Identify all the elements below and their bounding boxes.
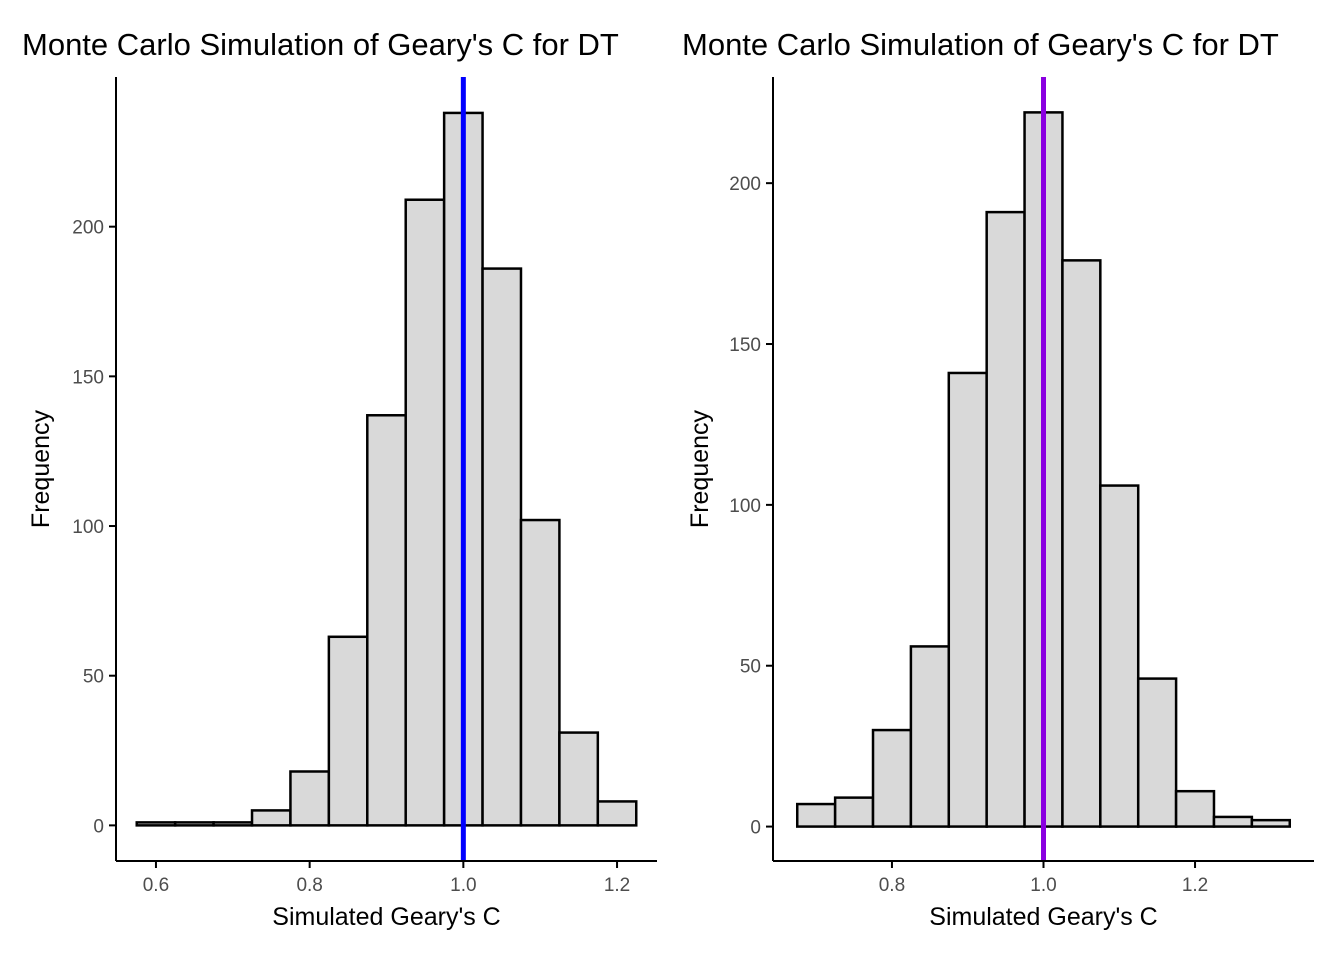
panel-2-x-axis-title: Simulated Geary's C [929,903,1157,931]
y-tick-label: 0 [750,818,761,839]
histogram-bar-10 [1136,677,1178,828]
histogram-bar-7 [366,414,407,827]
y-tick-label: 200 [729,174,761,195]
panel-2-bars [795,111,1292,828]
histogram-bar-5 [947,371,988,828]
panel-2-x-ticks: 0.8 1.0 1.2 [879,861,1208,896]
x-tick-label: 0.8 [879,875,905,896]
histogram-bar-1 [795,802,837,828]
x-tick-label: 0.6 [143,875,169,896]
histogram-bar-4 [909,645,951,828]
histogram-bar-2 [833,796,875,828]
histogram-bar-6 [985,210,1026,828]
panel-1-title: Monte Carlo Simulation of Geary's C for … [22,27,619,62]
y-tick-label: 50 [83,667,104,688]
y-tick-label: 0 [93,816,104,837]
histogram-bar-1 [135,821,177,827]
panel-2-y-axis-title: Frequency [686,409,714,528]
panel-2-y-ticks: 0 50 100 150 200 [729,174,773,839]
panel-1-x-ticks: 0.6 0.8 1.0 1.2 [143,861,630,896]
y-tick-label: 200 [72,218,104,239]
x-tick-label: 1.0 [1030,875,1056,896]
histogram-bar-8 [404,198,446,827]
y-tick-label: 150 [72,367,104,388]
histogram-bar-5 [289,770,331,827]
histogram-bar-12 [558,731,600,827]
y-tick-label: 100 [72,517,104,538]
histogram-panel-1: Monte Carlo Simulation of Geary's C for … [22,27,657,931]
panel-2-title: Monte Carlo Simulation of Geary's C for … [682,27,1279,62]
x-tick-label: 1.2 [604,875,630,896]
histogram-bar-13 [596,800,638,827]
panel-1-bars [135,111,638,827]
histogram-bar-11 [519,518,561,827]
panel-1-y-axis-title: Frequency [27,409,55,528]
panel-1-x-axis-title: Simulated Geary's C [272,903,500,931]
x-tick-label: 1.2 [1182,875,1208,896]
histogram-bar-12 [1212,815,1254,828]
histogram-bar-3 [212,821,254,827]
histogram-bar-6 [327,635,369,827]
histogram-bar-10 [481,267,523,827]
histogram-bar-13 [1250,818,1292,828]
histogram-bar-9 [1099,484,1140,828]
histogram-bar-3 [871,728,913,828]
x-tick-label: 1.0 [450,875,476,896]
histogram-bar-2 [173,821,215,827]
histogram-bar-4 [250,809,292,827]
histogram-panel-2: Monte Carlo Simulation of Geary's C for … [682,27,1314,931]
y-tick-label: 50 [740,657,761,678]
histogram-bar-8 [1061,259,1102,828]
y-tick-label: 100 [729,496,761,517]
x-tick-label: 0.8 [296,875,322,896]
panel-1-y-ticks: 0 50 100 150 200 [72,218,116,837]
y-tick-label: 150 [729,335,761,356]
histogram-bar-11 [1174,789,1216,828]
